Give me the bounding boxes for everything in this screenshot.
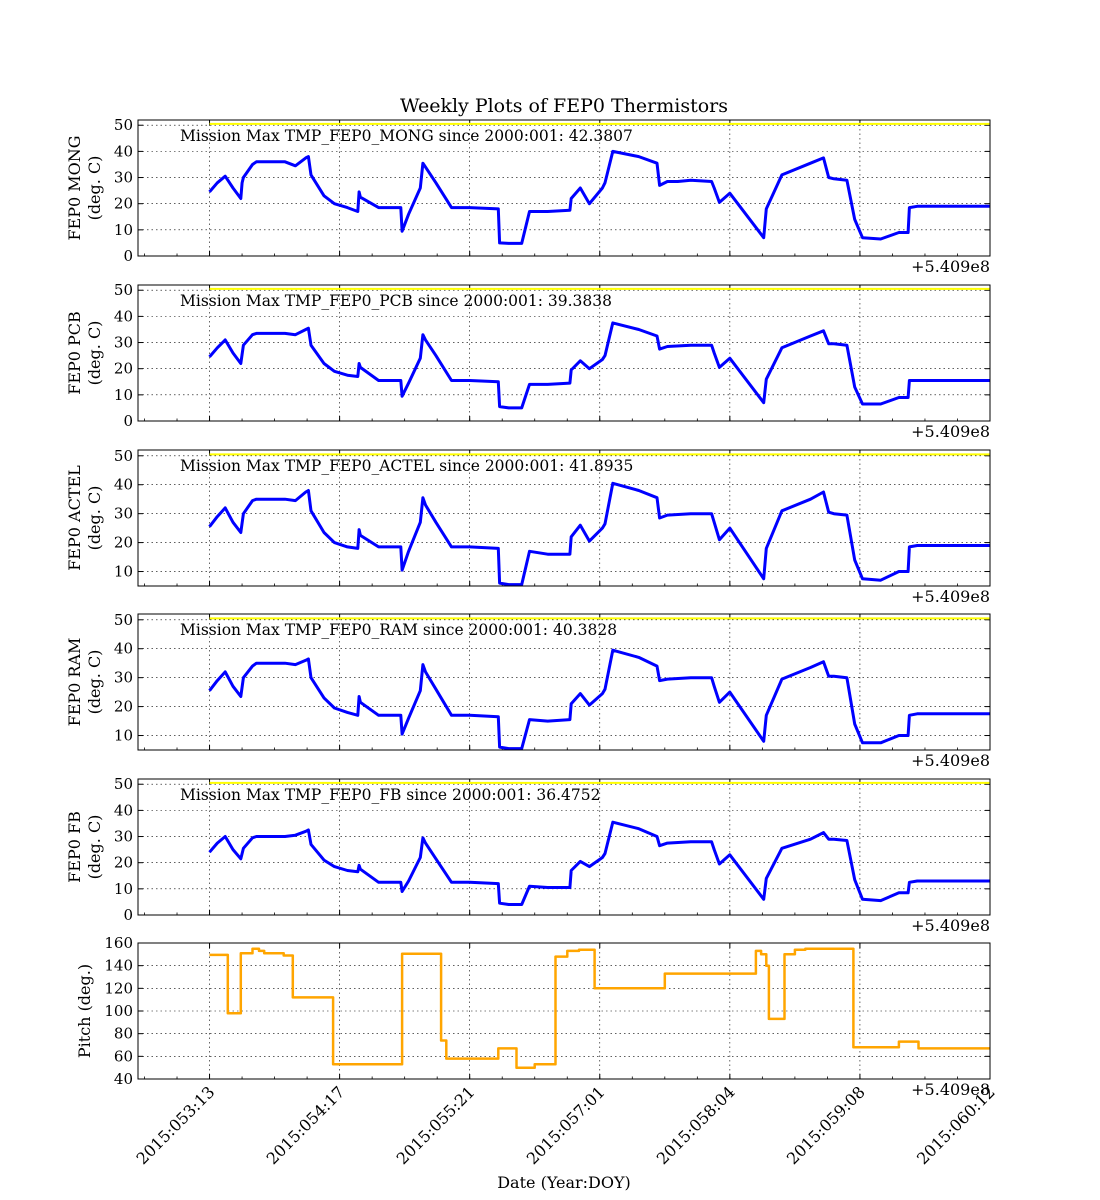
y-tick-label: 20 <box>114 360 133 378</box>
y-tick-label: 60 <box>114 1047 133 1065</box>
mission-max-annotation: Mission Max TMP_FEP0_RAM since 2000:001:… <box>180 621 617 639</box>
axes-frame <box>137 613 991 751</box>
y-tick-label: 0 <box>123 247 133 265</box>
y-tick-label: 80 <box>114 1025 133 1043</box>
panel-2: 10 20 30 40 50 Mission Max TMP_FEP0_ACTEL sin… <box>65 447 991 606</box>
temperature-series-line <box>208 321 990 410</box>
y-tick-label: 40 <box>114 801 133 819</box>
y-axis-label: FEP0 PCB <box>65 311 84 395</box>
temperature-series-line <box>208 820 990 906</box>
y-axis-label: FEP0 FB <box>65 811 84 883</box>
y-tick-label: 20 <box>114 195 133 213</box>
y-axis-label: Pitch (deg.) <box>75 964 94 1058</box>
axes-frame <box>137 284 991 422</box>
y-tick-label: 20 <box>114 698 133 716</box>
y-tick-label: 160 <box>104 934 133 952</box>
axes-frame <box>137 119 991 257</box>
y-tick-label: 10 <box>114 880 133 898</box>
y-tick-label: 50 <box>114 281 133 299</box>
offset-label: +5.409e8 <box>911 422 990 441</box>
y-tick-label: 40 <box>114 142 133 160</box>
y-axis-unit-label: (deg. C) <box>85 156 104 221</box>
mission-max-annotation: Mission Max TMP_FEP0_FB since 2000:001: … <box>180 786 600 804</box>
y-tick-label: 50 <box>114 775 133 793</box>
offset-label: +5.409e8 <box>911 587 990 606</box>
offset-label: +5.409e8 <box>911 751 990 770</box>
x-axis-label: Date (Year:DOY) <box>497 1173 631 1192</box>
y-tick-label: 40 <box>114 1070 133 1088</box>
y-tick-label: 30 <box>114 169 133 187</box>
panel-1: 0 10 20 30 40 50 Mission Max TMP_FEP0_PCB sinc… <box>65 281 991 441</box>
y-tick-label: 30 <box>114 334 133 352</box>
panel-5: 40 60 80 100 120 140 160 Pitch (deg.) +5.409e8 <box>75 934 991 1099</box>
y-tick-label: 100 <box>104 1002 133 1020</box>
temperature-series-line <box>208 149 990 245</box>
y-tick-label: 20 <box>114 534 133 552</box>
axes-frame <box>137 942 991 1080</box>
y-axis-unit-label: (deg. C) <box>85 321 104 386</box>
mission-max-annotation: Mission Max TMP_FEP0_MONG since 2000:001… <box>180 127 633 145</box>
y-tick-label: 50 <box>114 447 133 465</box>
y-tick-label: 10 <box>114 727 133 745</box>
y-tick-label: 40 <box>114 307 133 325</box>
y-tick-label: 30 <box>114 828 133 846</box>
temperature-series-line <box>208 648 990 751</box>
y-tick-label: 0 <box>123 906 133 924</box>
y-tick-label: 120 <box>104 979 133 997</box>
offset-label: +5.409e8 <box>911 916 990 935</box>
y-axis-unit-label: (deg. C) <box>85 486 104 551</box>
y-axis-label: FEP0 ACTEL <box>65 465 84 571</box>
y-tick-label: 40 <box>114 476 133 494</box>
y-axis-unit-label: (deg. C) <box>85 650 104 715</box>
y-tick-label: 30 <box>114 505 133 523</box>
temperature-series-line <box>208 481 990 587</box>
mission-max-annotation: Mission Max TMP_FEP0_PCB since 2000:001:… <box>180 292 612 310</box>
figure-title: Weekly Plots of FEP0 Thermistors <box>400 95 728 117</box>
y-tick-label: 10 <box>114 221 133 239</box>
y-tick-label: 30 <box>114 669 133 687</box>
panel-4: 0 10 20 30 40 50 Mission Max TMP_FEP0_FB since… <box>65 775 991 935</box>
y-tick-label: 50 <box>114 116 133 134</box>
offset-label: +5.409e8 <box>911 1080 990 1099</box>
y-axis-label: FEP0 RAM <box>65 638 84 727</box>
y-tick-label: 0 <box>123 412 133 430</box>
axes-frame <box>137 449 991 587</box>
y-tick-label: 10 <box>114 386 133 404</box>
y-axis-label: FEP0 MONG <box>65 135 84 240</box>
axes-frame <box>137 778 991 916</box>
panel-0: 0 10 20 30 40 50 Mission Max TMP_FEP0_MONG sin… <box>65 116 991 276</box>
y-tick-label: 40 <box>114 640 133 658</box>
y-tick-label: 20 <box>114 854 133 872</box>
offset-label: +5.409e8 <box>911 257 990 276</box>
y-tick-label: 140 <box>104 957 133 975</box>
y-axis-unit-label: (deg. C) <box>85 815 104 880</box>
panel-3: 10 20 30 40 50 Mission Max TMP_FEP0_RAM since… <box>65 611 991 770</box>
panels: 0 10 20 30 40 50 Mission Max TMP_FEP0_MONG sin… <box>65 116 991 1099</box>
mission-max-annotation: Mission Max TMP_FEP0_ACTEL since 2000:00… <box>180 457 633 475</box>
pitch-series-line <box>209 947 990 1069</box>
y-tick-label: 10 <box>114 563 133 581</box>
y-tick-label: 50 <box>114 611 133 629</box>
